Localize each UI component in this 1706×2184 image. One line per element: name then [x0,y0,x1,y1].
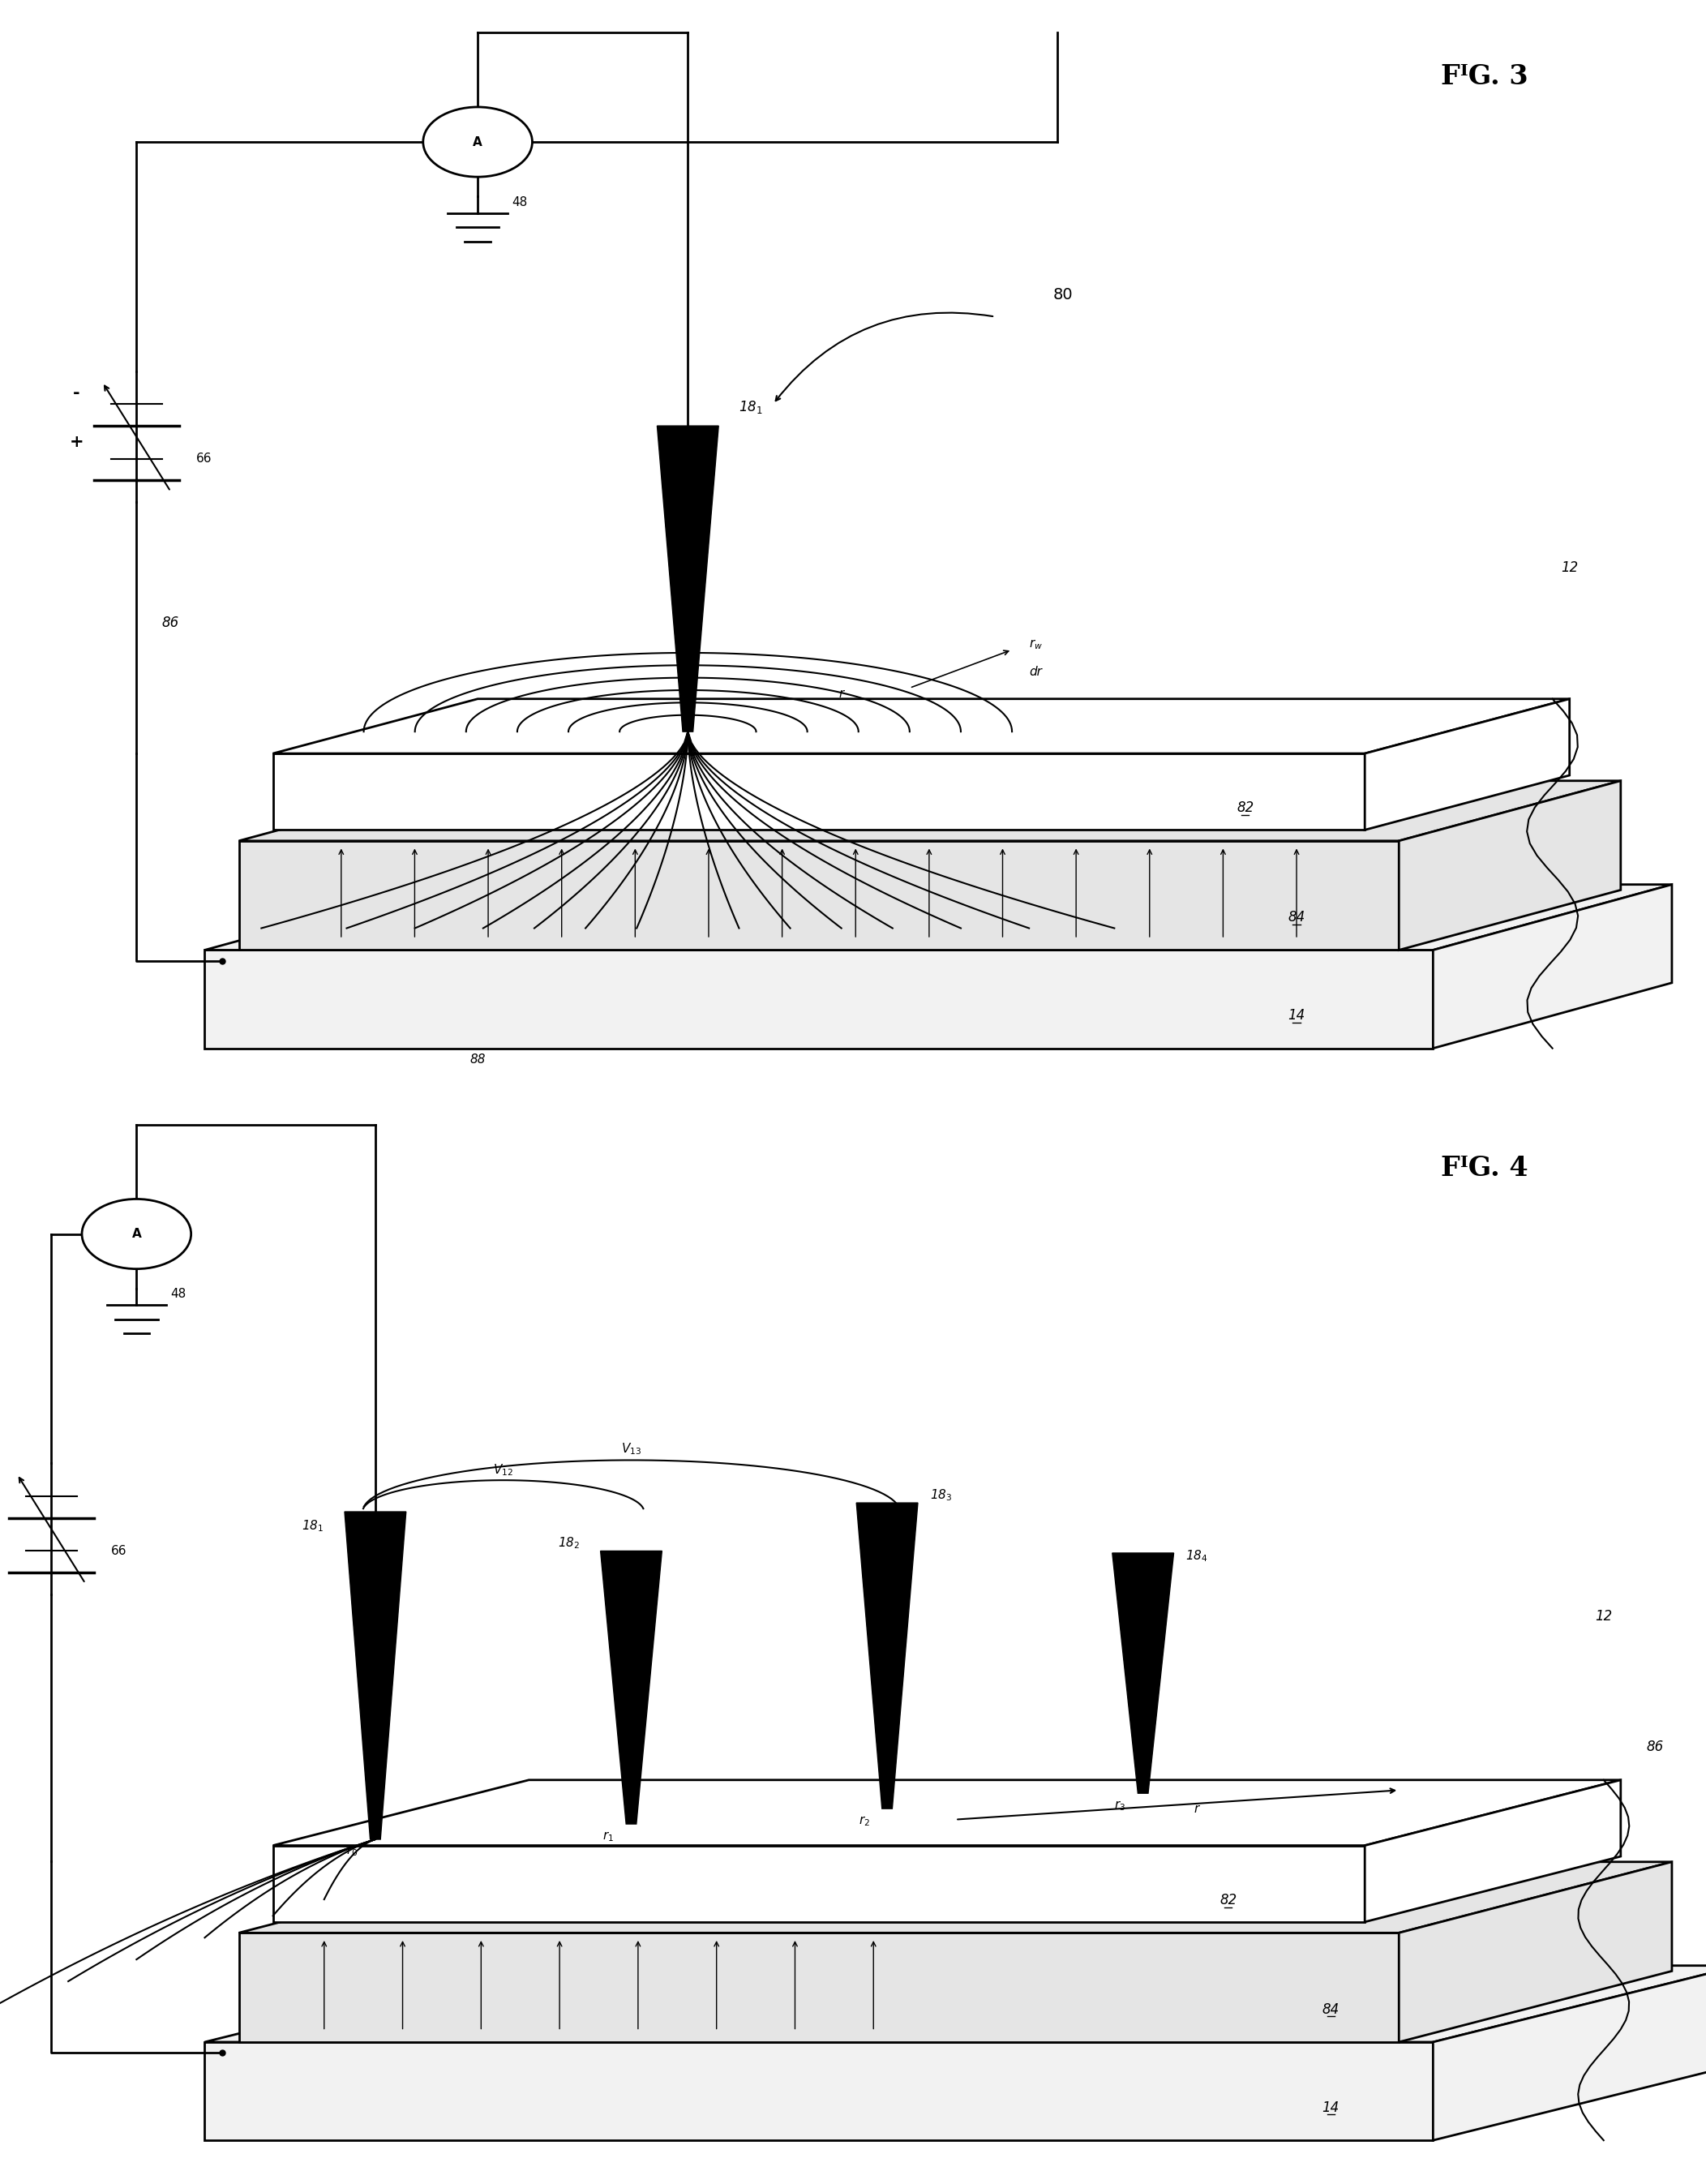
Text: 66: 66 [196,452,212,465]
Polygon shape [1399,782,1621,950]
Text: r$_2$: r$_2$ [858,1815,870,1828]
Polygon shape [205,1966,1706,2042]
Text: A: A [131,1227,142,1241]
Text: 18$_3$: 18$_3$ [930,1487,952,1503]
Text: r: r [1194,1802,1199,1815]
Polygon shape [239,1933,1399,2042]
Polygon shape [273,1845,1365,1922]
Text: -: - [73,384,80,402]
Polygon shape [601,1551,662,1824]
Polygon shape [239,841,1399,950]
Text: 18$_4$: 18$_4$ [1186,1548,1208,1564]
Text: 48: 48 [512,197,527,207]
Text: V$_{13}$: V$_{13}$ [621,1441,641,1457]
Text: FᴵG. 4: FᴵG. 4 [1440,1155,1529,1182]
Text: 14: 14 [1288,1009,1305,1022]
Polygon shape [1112,1553,1174,1793]
Text: 14: 14 [1322,2101,1339,2114]
Text: r: r [839,688,844,699]
Text: 88: 88 [469,1053,486,1066]
Polygon shape [657,426,718,732]
Text: r$_w$: r$_w$ [1029,638,1042,651]
Polygon shape [273,699,1570,753]
Polygon shape [1399,1861,1672,2042]
Text: r$_3$: r$_3$ [1114,1800,1126,1813]
Polygon shape [1365,1780,1621,1922]
Circle shape [423,107,532,177]
Polygon shape [205,2042,1433,2140]
Text: 66: 66 [111,1544,126,1557]
Text: r$_0$: r$_0$ [346,1845,358,1859]
Polygon shape [239,782,1621,841]
Text: 12: 12 [1595,1610,1612,1623]
Polygon shape [1433,885,1672,1048]
Text: 84: 84 [1322,2003,1339,2016]
Text: V$_{12}$: V$_{12}$ [493,1463,514,1479]
Text: r$_1$: r$_1$ [602,1830,614,1843]
Polygon shape [205,950,1433,1048]
Text: 82: 82 [1237,802,1254,815]
Polygon shape [1365,699,1570,830]
Circle shape [82,1199,191,1269]
Polygon shape [273,1780,1621,1845]
Text: FᴵG. 3: FᴵG. 3 [1440,63,1529,90]
Text: A: A [473,135,483,149]
Text: 82: 82 [1220,1894,1237,1907]
Text: 86: 86 [162,616,179,629]
Polygon shape [239,1861,1672,1933]
Text: 86: 86 [1646,1741,1663,1754]
Text: 48: 48 [171,1289,186,1299]
Text: 80: 80 [1053,286,1073,304]
Text: 18$_1$: 18$_1$ [302,1518,324,1533]
Text: dr: dr [1029,666,1042,677]
Polygon shape [205,885,1672,950]
Text: 18$_1$: 18$_1$ [739,400,763,415]
Polygon shape [273,753,1365,830]
Polygon shape [345,1511,406,1839]
Text: +: + [70,435,84,450]
Text: 12: 12 [1561,561,1578,574]
Text: 18$_2$: 18$_2$ [558,1535,580,1551]
Polygon shape [1433,1966,1706,2140]
Text: 84: 84 [1288,911,1305,924]
Polygon shape [856,1503,918,1808]
